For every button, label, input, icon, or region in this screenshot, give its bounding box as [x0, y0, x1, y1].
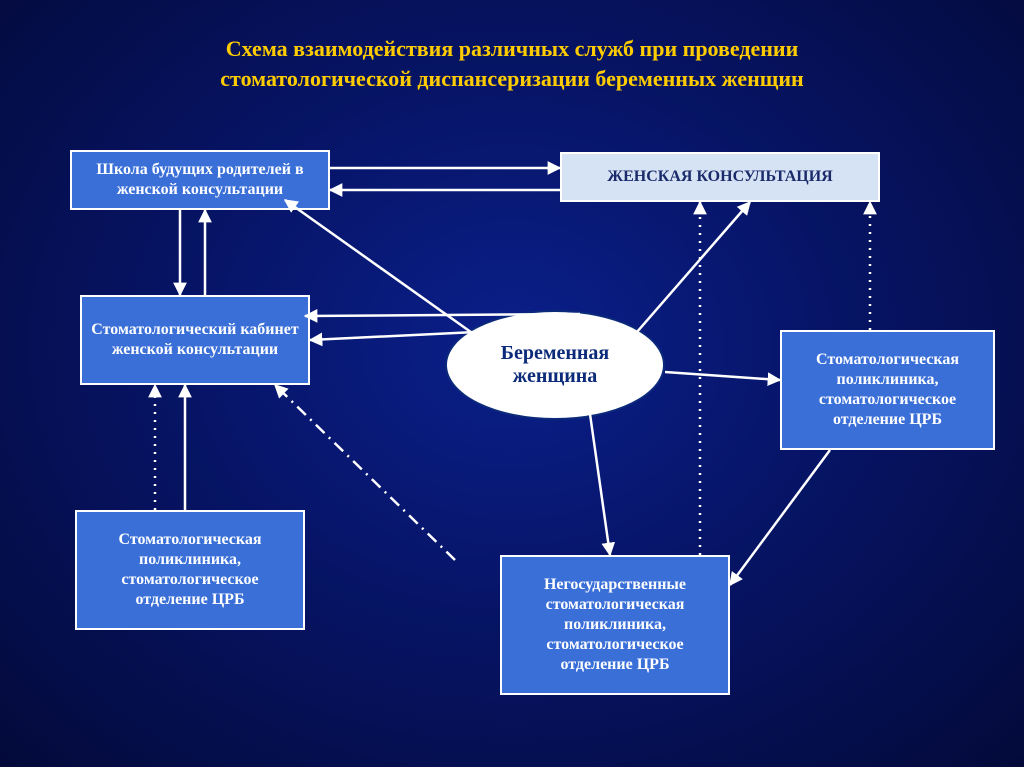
node-dental-office: Стоматологический кабинет женской консул…	[80, 295, 310, 385]
node-dental-office-label: Стоматологический кабинет женской консул…	[90, 320, 300, 360]
node-womens-consultation-label: ЖЕНСКАЯ КОНСУЛЬТАЦИЯ	[607, 167, 832, 187]
node-center-line1: Беременная	[501, 342, 609, 364]
node-school-label: Школа будущих родителей в женской консул…	[80, 160, 320, 200]
node-polyclinic-left: Стоматологическая поликлиника, стоматоло…	[75, 510, 305, 630]
title-line-1: Схема взаимодействия различных служб при…	[226, 36, 799, 61]
node-polyclinic-right-label: Стоматологическая поликлиника, стоматоло…	[790, 350, 985, 430]
node-center-line2: женщина	[513, 365, 598, 387]
node-private-polyclinic-label: Негосударственные стоматологическая поли…	[510, 575, 720, 675]
node-private-polyclinic: Негосударственные стоматологическая поли…	[500, 555, 730, 695]
node-school: Школа будущих родителей в женской консул…	[70, 150, 330, 210]
node-womens-consultation: ЖЕНСКАЯ КОНСУЛЬТАЦИЯ	[560, 152, 880, 202]
diagram-stage: Схема взаимодействия различных служб при…	[0, 0, 1024, 767]
node-polyclinic-right: Стоматологическая поликлиника, стоматоло…	[780, 330, 995, 450]
title-line-2: стоматологической диспансеризации береме…	[220, 66, 803, 91]
node-pregnant-woman: Беременная женщина	[445, 310, 665, 420]
node-polyclinic-left-label: Стоматологическая поликлиника, стоматоло…	[85, 530, 295, 610]
diagram-title: Схема взаимодействия различных служб при…	[90, 34, 934, 93]
